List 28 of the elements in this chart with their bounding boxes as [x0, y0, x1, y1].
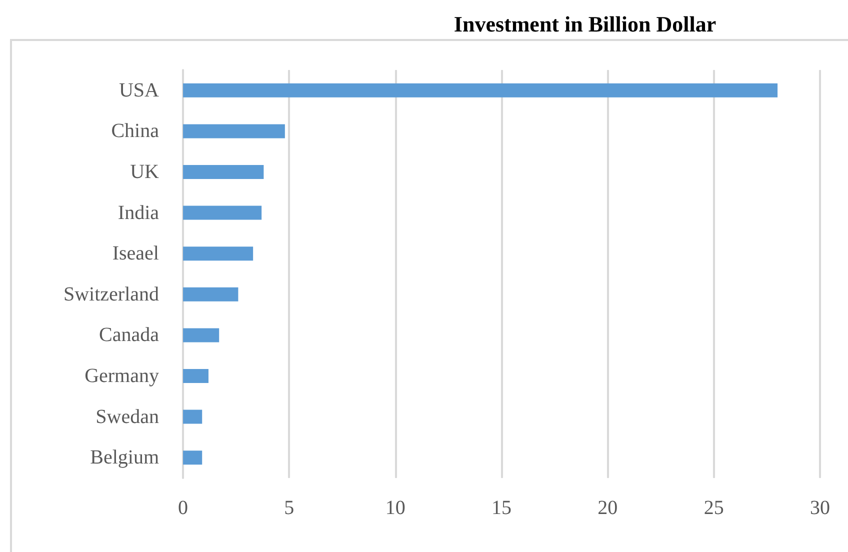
bar: [183, 206, 262, 220]
y-tick-label: Iseael: [112, 242, 160, 265]
bar: [183, 410, 202, 424]
y-tick-label: UK: [130, 161, 160, 183]
y-tick-label: Germany: [84, 365, 159, 387]
y-tick-label: China: [111, 120, 160, 142]
y-tick-label: USA: [118, 79, 160, 102]
bar: [183, 83, 778, 98]
bar: [183, 246, 254, 261]
chart-title: Investment in Billion Dollar: [454, 12, 716, 36]
bar: [183, 369, 208, 383]
bar: [183, 165, 264, 179]
x-tick-label: 5: [284, 497, 294, 519]
bar: [183, 328, 220, 342]
y-tick-label: India: [118, 202, 160, 224]
x-tick-label: 15: [492, 497, 512, 519]
x-tick-label: 30: [810, 497, 830, 519]
x-tick-label: 20: [598, 497, 618, 519]
bar: [183, 287, 238, 302]
bar: [183, 450, 202, 465]
y-tick-label: Canada: [99, 324, 160, 346]
x-tick-label: 10: [385, 497, 406, 519]
y-tick-label: Swedan: [96, 406, 159, 428]
bar: [183, 124, 285, 138]
y-tick-label: Switzerland: [63, 283, 159, 306]
x-tick-label: 25: [704, 497, 724, 519]
y-tick-label: Belgium: [90, 446, 160, 469]
x-tick-label: 0: [178, 497, 188, 519]
